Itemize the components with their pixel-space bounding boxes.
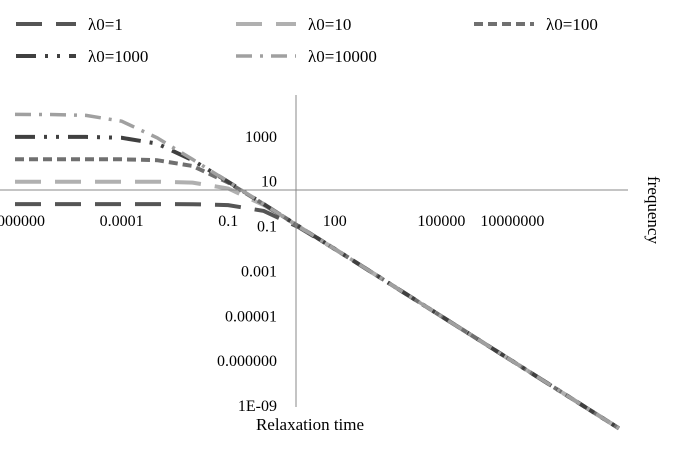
series-line-3 <box>15 157 621 431</box>
legend-label: λ0=10000 <box>308 47 377 66</box>
x-tick-label: 100 <box>323 213 347 230</box>
legend-label: λ0=100 <box>546 15 598 34</box>
y-tick-label: 0.001 <box>241 263 277 280</box>
x-tick-label: 0.1 <box>218 213 238 230</box>
x-tick-label: 100000 <box>417 213 465 230</box>
y-tick-label: 1000 <box>245 129 277 146</box>
axes <box>0 95 628 407</box>
legend-label: λ0=1 <box>88 15 123 34</box>
tick-labels: 0.000000 0.0001 0.1 100 100000 10000000 1000 10… <box>0 129 544 415</box>
x-tick-label: 0.000000 <box>0 213 45 230</box>
legend: λ0=1 λ0=10 λ0=100 λ0=1000 λ0=10000 <box>16 15 598 66</box>
y-axis-title: frequency <box>644 176 663 244</box>
legend-item-2: λ0=10 <box>236 15 351 34</box>
legend-item-5: λ0=10000 <box>236 47 377 66</box>
legend-item-1: λ0=1 <box>16 15 123 34</box>
y-tick-label: 10 <box>261 174 277 191</box>
x-axis-title: Relaxation time <box>256 415 364 434</box>
x-tick-label: 0.0001 <box>100 213 144 230</box>
y-tick-label: 1E-09 <box>238 398 277 415</box>
series-layer <box>14 112 621 431</box>
y-tick-label: 0.00001 <box>225 308 277 325</box>
x-tick-label: 10000000 <box>480 213 544 230</box>
y-tick-label: 0.1 <box>257 219 277 236</box>
legend-label: λ0=1000 <box>88 47 148 66</box>
legend-item-3: λ0=100 <box>474 15 598 34</box>
legend-label: λ0=10 <box>308 15 351 34</box>
series-line-5 <box>14 112 620 430</box>
legend-item-4: λ0=1000 <box>16 47 148 66</box>
y-tick-label: 0.000000 <box>217 353 277 370</box>
